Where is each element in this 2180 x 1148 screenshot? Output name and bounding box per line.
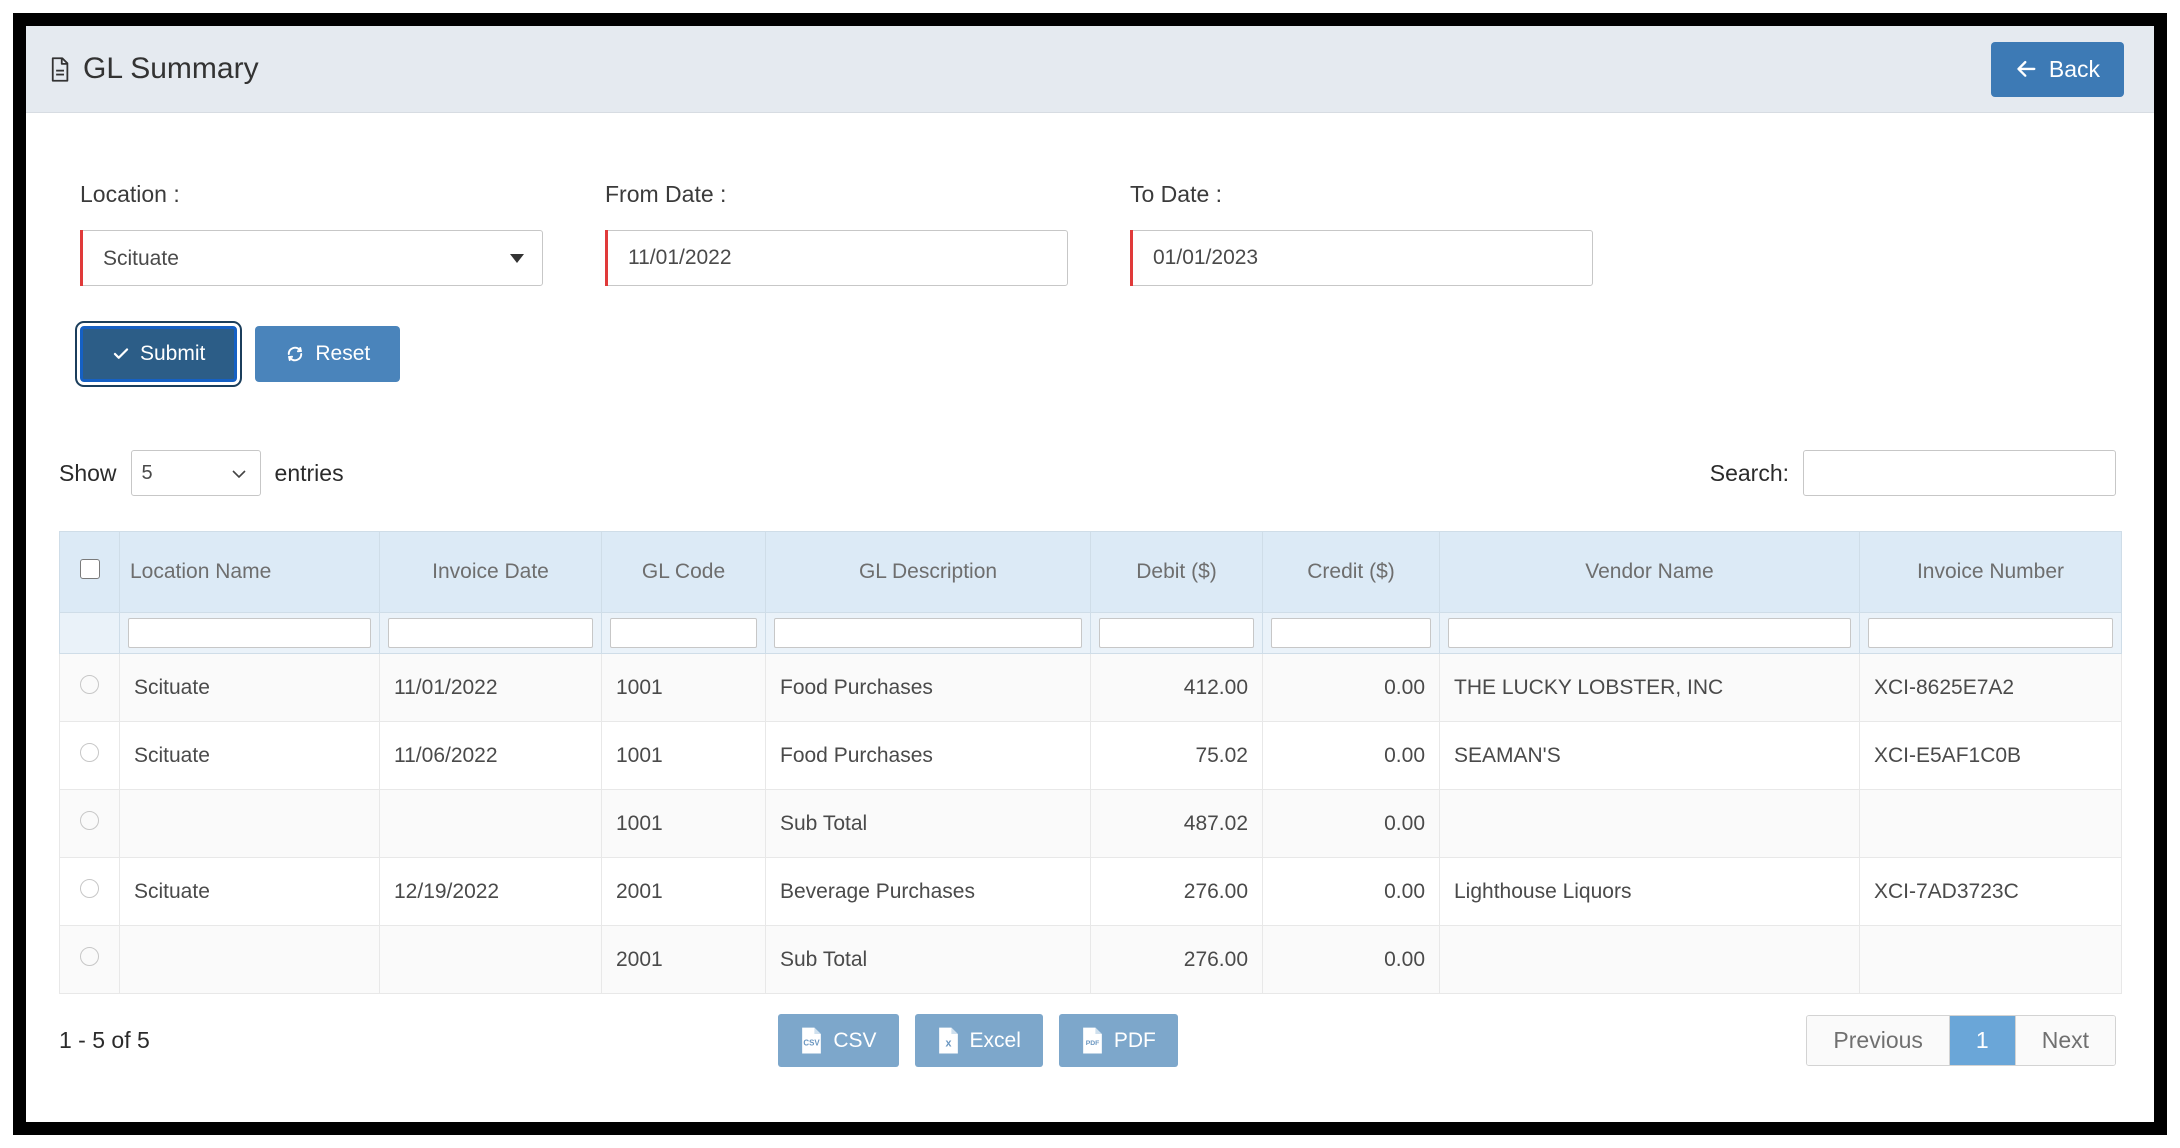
svg-text:x: x bbox=[945, 1037, 951, 1049]
svg-text:CSV: CSV bbox=[804, 1039, 821, 1048]
svg-text:PDF: PDF bbox=[1086, 1040, 1100, 1047]
